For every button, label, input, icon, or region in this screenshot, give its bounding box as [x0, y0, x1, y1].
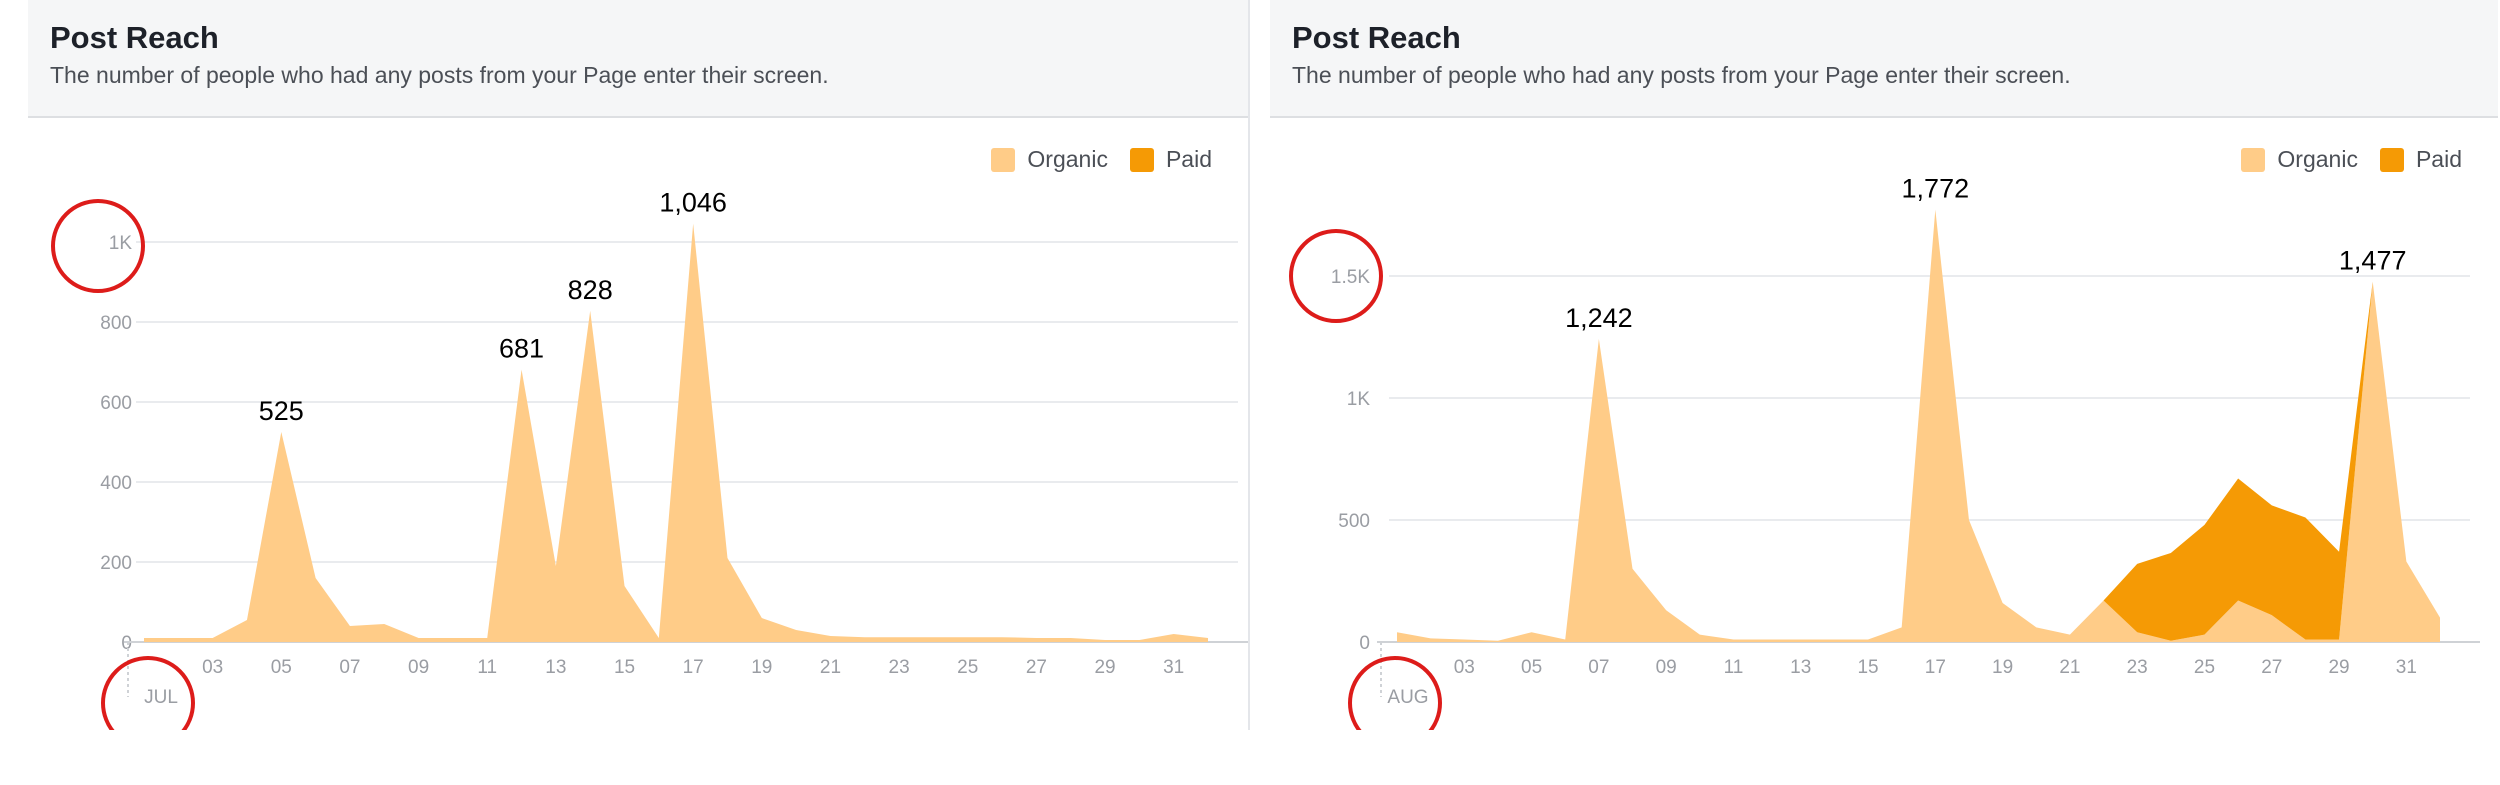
annotation-circle-month	[1348, 656, 1442, 730]
legend-label-paid: Paid	[2415, 146, 2462, 172]
x-tick-label: 29	[2328, 657, 2349, 678]
legend-label-organic: Organic	[2277, 146, 2358, 172]
x-tick-label: 09	[1656, 657, 1677, 678]
x-tick-label: 03	[1454, 657, 1475, 678]
paid-swatch	[2379, 147, 2404, 172]
y-tick-label: 1K	[1347, 389, 1371, 410]
data-label: 828	[568, 275, 613, 305]
month-label: JUL	[144, 687, 178, 708]
x-tick-label: 15	[614, 657, 635, 678]
paid-swatch	[1129, 147, 1154, 172]
month-label: AUG	[1387, 687, 1428, 708]
panel-title: Post Reach	[50, 20, 219, 55]
chart-legend: Organic Paid	[969, 146, 1212, 173]
x-tick-label: 11	[1724, 657, 1744, 678]
x-tick-label: 13	[545, 657, 566, 678]
y-tick-label: 800	[100, 313, 132, 334]
legend-label-paid: Paid	[1165, 146, 1212, 172]
x-tick-label: 19	[1992, 657, 2013, 678]
panel-subtitle: The number of people who had any posts f…	[50, 62, 829, 88]
data-label: 681	[499, 334, 544, 364]
panel-header: Post Reach The number of people who had …	[28, 0, 1248, 118]
chart-legend: Organic Paid	[2219, 146, 2462, 173]
panel-subtitle: The number of people who had any posts f…	[1292, 62, 2071, 88]
legend-item-organic[interactable]: Organic	[991, 146, 1108, 173]
organic-area	[144, 223, 1208, 642]
y-tick-label: 0	[1359, 633, 1370, 654]
x-tick-label: 05	[1521, 657, 1542, 678]
annotation-circle-month	[101, 656, 195, 730]
x-tick-label: 21	[820, 657, 841, 678]
x-tick-label: 03	[202, 657, 223, 678]
x-tick-label: 17	[683, 657, 704, 678]
legend-label-organic: Organic	[1027, 146, 1108, 172]
data-label: 1,477	[2339, 246, 2407, 276]
annotation-circle-ytick	[51, 199, 145, 293]
post-reach-chart-august: 0 500 1K 1.5K 03 05 07 09 11 13 15 17 19 21 23 25 27 29 31…	[1289, 174, 2480, 730]
x-tick-label: 17	[1925, 657, 1946, 678]
organic-area	[1397, 209, 2440, 642]
x-tick-label: 25	[957, 657, 978, 678]
x-tick-label: 11	[477, 657, 497, 678]
panel-header: Post Reach The number of people who had …	[1270, 0, 2498, 118]
x-tick-label: 27	[1026, 657, 1047, 678]
data-label: 525	[259, 396, 304, 426]
data-label: 1,772	[1902, 174, 1970, 204]
y-tick-label: 500	[1338, 511, 1370, 532]
data-label: 1,242	[1565, 303, 1633, 333]
x-tick-label: 15	[1857, 657, 1878, 678]
y-tick-label: 600	[100, 393, 132, 414]
x-tick-label: 27	[2261, 657, 2282, 678]
x-tick-label: 07	[339, 657, 360, 678]
y-tick-label: 0	[121, 633, 132, 654]
organic-swatch	[991, 147, 1016, 172]
x-tick-label: 09	[408, 657, 429, 678]
x-tick-label: 13	[1790, 657, 1811, 678]
x-tick-label: 07	[1588, 657, 1609, 678]
legend-item-organic[interactable]: Organic	[2241, 146, 2358, 173]
y-tick-label: 200	[100, 553, 132, 574]
x-tick-label: 25	[2194, 657, 2215, 678]
post-reach-chart-july: 0 200 400 600 800 1K 03 05 07 09 11 13 15 17 19 21 23 25 2…	[51, 188, 1248, 730]
y-tick-label: 1K	[109, 233, 133, 254]
x-tick-label: 05	[271, 657, 292, 678]
x-tick-label: 31	[1163, 657, 1184, 678]
panel-title: Post Reach	[1292, 20, 1461, 55]
x-tick-label: 21	[2059, 657, 2080, 678]
legend-item-paid[interactable]: Paid	[1129, 146, 1212, 173]
x-tick-label: 23	[889, 657, 910, 678]
organic-swatch	[2241, 147, 2266, 172]
y-tick-label: 400	[100, 473, 132, 494]
post-reach-panel-august: Post Reach The number of people who had …	[1270, 0, 2498, 730]
x-tick-label: 29	[1094, 657, 1115, 678]
data-label: 1,046	[659, 188, 727, 218]
legend-item-paid[interactable]: Paid	[2379, 146, 2462, 173]
y-tick-label: 1.5K	[1331, 267, 1370, 288]
annotation-circle-ytick	[1289, 229, 1383, 323]
post-reach-panel-july: Post Reach The number of people who had …	[28, 0, 1250, 730]
x-tick-label: 23	[2127, 657, 2148, 678]
paid-area	[2103, 281, 2373, 641]
x-tick-label: 31	[2396, 657, 2417, 678]
x-tick-label: 19	[751, 657, 772, 678]
